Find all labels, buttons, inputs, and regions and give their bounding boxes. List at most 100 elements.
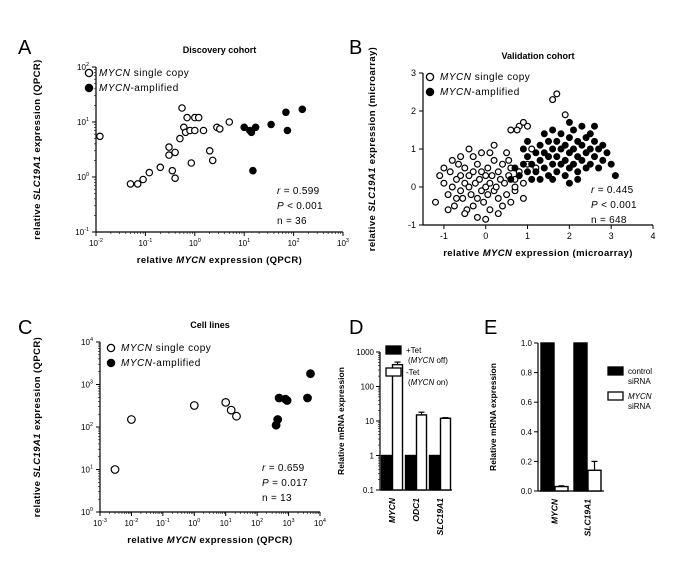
y-tick-label: 0.4 (521, 428, 533, 437)
point-mycn-single-copy (490, 141, 498, 149)
legend-swatch (607, 366, 624, 376)
point-mycn-single-copy (488, 172, 496, 180)
y-axis-label: relative SLC19A1 expression (microarray) (367, 47, 378, 252)
x-tick-label: 101 (238, 238, 250, 248)
y-axis-label: relative SLC19A1 expression (QPCR) (32, 337, 43, 517)
point-mycn-single-copy (232, 411, 241, 421)
point-mycn-single-copy (496, 175, 504, 183)
bar-mycn-b (554, 485, 569, 492)
bar-slc19a1-b (587, 469, 602, 492)
point-mycn-single-copy (503, 191, 511, 199)
point-mycn-single-copy (523, 122, 531, 130)
point-mycn-single-copy (473, 194, 481, 202)
point-mycn-single-copy (171, 174, 179, 183)
point-mycn-single-copy (494, 168, 502, 176)
bar-odc1-a (404, 454, 417, 491)
stat-annotation-n: n = 648 (591, 215, 627, 226)
point-mycn-single-copy (208, 156, 217, 165)
y-axis-label: relative SLC19A1 expression (QPCR) (32, 59, 43, 239)
point-mycn-amplified (549, 175, 557, 183)
y-tick-label: 101 (81, 465, 93, 475)
point-mycn-amplified (578, 156, 586, 164)
point-mycn-amplified (536, 141, 544, 149)
bar-mycn-a (380, 454, 393, 491)
point-mycn-amplified (507, 175, 515, 183)
point-mycn-amplified (540, 130, 548, 138)
x-axis-label: relative MYCN expression (QPCR) (127, 535, 293, 546)
y-tick-label: 2 (411, 106, 416, 116)
point-mycn-single-copy (461, 164, 469, 172)
point-mycn-single-copy (490, 156, 498, 164)
legend-label-note: siRNA (628, 402, 651, 411)
point-mycn-single-copy (503, 149, 511, 157)
point-mycn-single-copy (461, 179, 469, 187)
y-tick-label: 0.1 (363, 486, 375, 495)
y-tick-label: 0.8 (521, 369, 533, 378)
point-mycn-amplified (553, 153, 561, 161)
y-tick-label: 0.6 (521, 398, 533, 407)
point-mycn-single-copy (478, 168, 486, 176)
legend-swatch (385, 367, 402, 377)
y-tick-label: 1.0 (521, 339, 533, 348)
point-mycn-single-copy (455, 160, 463, 168)
point-mycn-amplified (569, 126, 577, 134)
point-mycn-amplified (599, 156, 607, 164)
point-mycn-single-copy (156, 163, 165, 172)
point-mycn-single-copy (501, 179, 509, 187)
point-mycn-single-copy (110, 465, 120, 474)
x-tick-label: 10-2 (125, 518, 139, 528)
point-mycn-single-copy (469, 153, 477, 161)
point-mycn-single-copy (448, 156, 456, 164)
point-mycn-single-copy (133, 180, 142, 188)
point-mycn-single-copy (444, 191, 452, 199)
point-mycn-amplified (549, 126, 557, 134)
bar-odc1-b (415, 414, 428, 491)
x-tick-label: 100 (189, 238, 201, 248)
point-mycn-single-copy (226, 405, 236, 415)
point-mycn-amplified (549, 160, 557, 168)
panel-letter: A (18, 37, 32, 59)
legend-label-note: (MYCN off) (408, 356, 448, 365)
point-mycn-amplified (519, 160, 527, 168)
point-mycn-amplified (523, 168, 531, 176)
x-tick-label: 104 (314, 518, 326, 528)
point-mycn-single-copy (139, 175, 147, 184)
point-mycn-single-copy (507, 198, 515, 206)
legend-label-note: siRNA (628, 377, 651, 386)
point-mycn-amplified (553, 137, 561, 145)
legend-label: MYCN-amplified (121, 358, 201, 369)
point-mycn-single-copy (484, 191, 492, 199)
y-tick-label: 100 (81, 507, 93, 517)
point-mycn-amplified (557, 145, 565, 153)
point-mycn-amplified (607, 160, 615, 168)
point-mycn-single-copy (457, 172, 465, 180)
x-category-label: MYCN (550, 498, 560, 524)
stat-annotation-n: n = 36 (277, 216, 307, 227)
point-mycn-single-copy (171, 148, 179, 157)
point-mycn-single-copy (473, 160, 481, 168)
x-category-label: SLC19A1 (583, 499, 593, 537)
point-mycn-amplified (249, 166, 257, 175)
y-tick-label: 1 (411, 144, 416, 154)
point-mycn-single-copy (453, 175, 461, 183)
point-mycn-single-copy (469, 202, 477, 210)
y-axis-label: Relative mRNA expression (336, 367, 346, 475)
y-tick-label: 0 (411, 182, 416, 192)
point-mycn-single-copy (457, 153, 465, 161)
point-mycn-amplified (603, 149, 611, 157)
point-mycn-single-copy (457, 187, 465, 195)
point-mycn-amplified (549, 145, 557, 153)
point-mycn-single-copy (225, 118, 234, 126)
point-mycn-amplified (578, 141, 586, 149)
stat-annotation-r: r = 0.599 (277, 186, 320, 197)
point-mycn-single-copy (499, 202, 507, 210)
point-mycn-amplified (595, 145, 603, 153)
point-mycn-single-copy (440, 179, 448, 187)
x-tick-label: 10-1 (139, 238, 153, 248)
point-mycn-single-copy (478, 149, 486, 157)
point-mycn-single-copy (461, 210, 469, 218)
point-mycn-amplified (574, 168, 582, 176)
point-mycn-single-copy (221, 398, 231, 407)
point-mycn-amplified (532, 149, 540, 157)
